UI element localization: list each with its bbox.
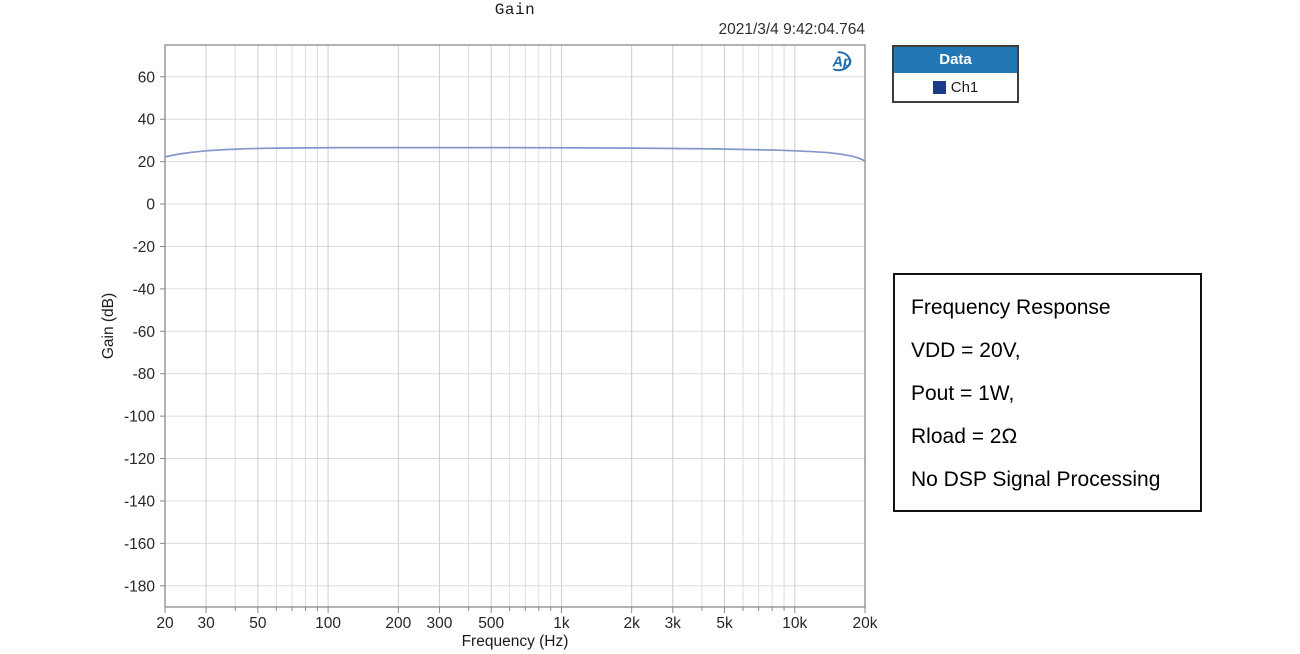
annotation-line: VDD = 20V, <box>911 339 1021 362</box>
x-axis-title: Frequency (Hz) <box>462 633 569 650</box>
y-axis-title: Gain (dB) <box>100 293 117 359</box>
x-tick-label: 10k <box>782 615 807 632</box>
y-tick-label: 60 <box>138 69 156 86</box>
legend-entry-label: Ch1 <box>950 78 979 96</box>
x-tick-label: 50 <box>249 615 267 632</box>
x-tick-label: 30 <box>197 615 215 632</box>
legend-header: Data <box>894 47 1017 73</box>
y-tick-label: 20 <box>138 154 156 171</box>
annotation-line: No DSP Signal Processing <box>911 468 1161 491</box>
x-tick-label: 100 <box>315 615 341 632</box>
legend-row-ch1[interactable]: Ch1 <box>894 73 1017 101</box>
plot-frame <box>164 44 866 608</box>
x-tick-label: 20 <box>156 615 174 632</box>
y-tick-label: -40 <box>133 281 156 298</box>
x-tick-label: 1k <box>553 615 570 632</box>
x-tick-label: 5k <box>716 615 733 632</box>
y-tick-label: -160 <box>124 536 155 553</box>
y-tick-label: -100 <box>124 409 155 426</box>
x-tick-label: 3k <box>665 615 682 632</box>
annotation-line: Frequency Response <box>911 296 1111 319</box>
y-tick-label: -80 <box>133 366 156 383</box>
ap-logo-icon: Ap <box>832 51 852 72</box>
legend: Data Ch1 <box>892 45 1019 103</box>
chart-title: Gain <box>494 1 536 19</box>
ch1-swatch-icon <box>932 80 946 94</box>
x-tick-label: 300 <box>426 615 452 632</box>
x-tick-label: 20k <box>853 615 878 632</box>
x-tick-label: 500 <box>478 615 504 632</box>
y-tick-label: 40 <box>138 112 156 129</box>
annotation-line: Pout = 1W, <box>911 382 1015 405</box>
ap-logo-text: Ap <box>832 55 852 71</box>
ap-logo: Ap <box>827 49 861 80</box>
y-tick-label: -20 <box>133 239 156 256</box>
x-tick-label: 2k <box>623 615 640 632</box>
annotation-box: Frequency Response VDD = 20V, Pout = 1W,… <box>893 273 1202 512</box>
y-tick-label: 0 <box>146 197 155 214</box>
y-tick-label: -140 <box>124 493 155 510</box>
y-tick-label: -60 <box>133 324 156 341</box>
y-tick-label: -120 <box>124 451 155 468</box>
y-tick-label: -180 <box>124 578 155 595</box>
annotation-line: Rload = 2Ω <box>911 425 1018 448</box>
timestamp: 2021/3/4 9:42:04.764 <box>718 21 865 38</box>
x-tick-label: 200 <box>385 615 411 632</box>
series-ch1 <box>164 146 866 162</box>
